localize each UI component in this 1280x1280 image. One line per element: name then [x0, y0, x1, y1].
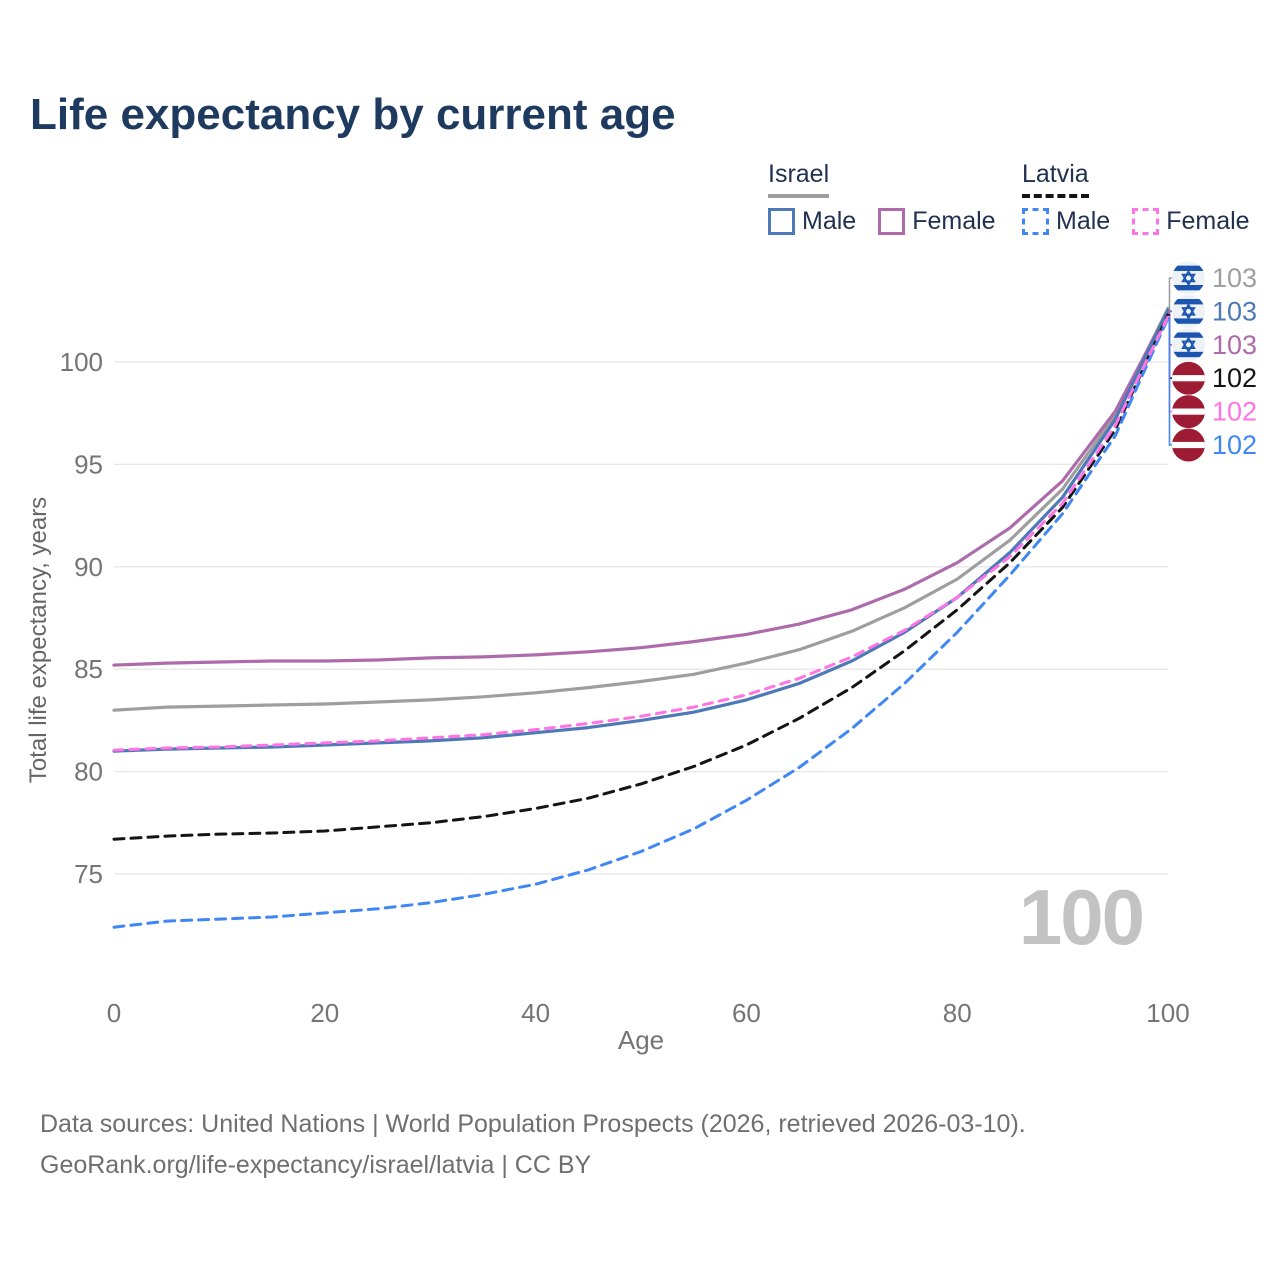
legend-item-latvia-male[interactable]: Male: [1022, 207, 1110, 236]
line-israel-female[interactable]: [112, 309, 1170, 667]
y-axis-title: Total life expectancy, years: [25, 497, 52, 783]
line-israel-male[interactable]: [112, 308, 1170, 753]
legend-item-israel-female[interactable]: Female: [878, 207, 996, 236]
data-source-note: Data sources: United Nations | World Pop…: [40, 1104, 1026, 1186]
latvia-flag-icon: [1172, 395, 1205, 428]
x-axis-title: Age: [618, 1025, 664, 1055]
leader-line: [1168, 277, 1172, 310]
latvia-flag-icon: [1172, 429, 1205, 462]
line-latvia-female[interactable]: [112, 315, 1170, 752]
legend-label-israel-female: Female: [912, 207, 996, 235]
end-label-latvia: 102: [1168, 314, 1257, 395]
x-tick-0: 0: [107, 998, 121, 1028]
x-tick-20: 20: [310, 998, 339, 1028]
end-value: 103: [1212, 296, 1257, 326]
end-label-israel-male: 103: [1168, 295, 1257, 328]
end-value: 102: [1212, 430, 1257, 460]
israel-flag-icon: [1172, 295, 1205, 328]
latvia-male-swatch-icon: [1022, 208, 1049, 235]
y-tick-100: 100: [60, 347, 103, 377]
source-line-1: Data sources: United Nations | World Pop…: [40, 1110, 1026, 1138]
legend-title-latvia[interactable]: Latvia: [1022, 160, 1089, 198]
end-value: 102: [1212, 363, 1257, 393]
israel-female-swatch-icon: [878, 208, 906, 235]
age-watermark: 100: [1019, 873, 1143, 961]
latvia-female-swatch-icon: [1132, 208, 1160, 235]
legend-label-latvia-male: Male: [1056, 207, 1111, 235]
end-value: 103: [1212, 263, 1257, 293]
leader-line: [1168, 317, 1172, 446]
legend-group-israel: Israel Male Female: [768, 160, 1018, 236]
source-line-2: GeoRank.org/life-expectancy/israel/latvi…: [40, 1151, 592, 1179]
page-title: Life expectancy by current age: [30, 90, 676, 139]
line-latvia[interactable]: [112, 313, 1170, 841]
legend-label-israel-male: Male: [802, 207, 857, 235]
x-tick-40: 40: [521, 998, 550, 1028]
y-tick-85: 85: [74, 654, 103, 684]
y-tick-95: 95: [74, 449, 103, 479]
y-tick-90: 90: [74, 552, 103, 582]
israel-flag-icon: [1172, 262, 1205, 295]
latvia-flag-icon: [1172, 362, 1205, 395]
x-tick-80: 80: [943, 998, 972, 1028]
legend-item-latvia-female[interactable]: Female: [1132, 207, 1250, 236]
legend-group-latvia: Latvia Male Female: [1022, 160, 1272, 236]
x-tick-100: 100: [1146, 998, 1189, 1028]
y-tick-80: 80: [74, 757, 103, 787]
legend-title-israel[interactable]: Israel: [768, 160, 830, 198]
legend-label-latvia-female: Female: [1166, 207, 1250, 235]
line-israel[interactable]: [112, 306, 1170, 712]
y-tick-75: 75: [74, 859, 103, 889]
end-label-latvia-male: 102: [1168, 317, 1257, 462]
israel-male-swatch-icon: [768, 208, 795, 235]
end-value: 102: [1212, 397, 1257, 427]
end-label-israel-female: 103: [1168, 310, 1257, 362]
legend-item-israel-male[interactable]: Male: [768, 207, 856, 236]
end-value: 103: [1212, 330, 1257, 360]
israel-flag-icon: [1172, 328, 1205, 361]
end-label-israel: 103: [1168, 262, 1257, 310]
x-tick-60: 60: [732, 998, 761, 1028]
line-latvia-male[interactable]: [112, 316, 1170, 929]
